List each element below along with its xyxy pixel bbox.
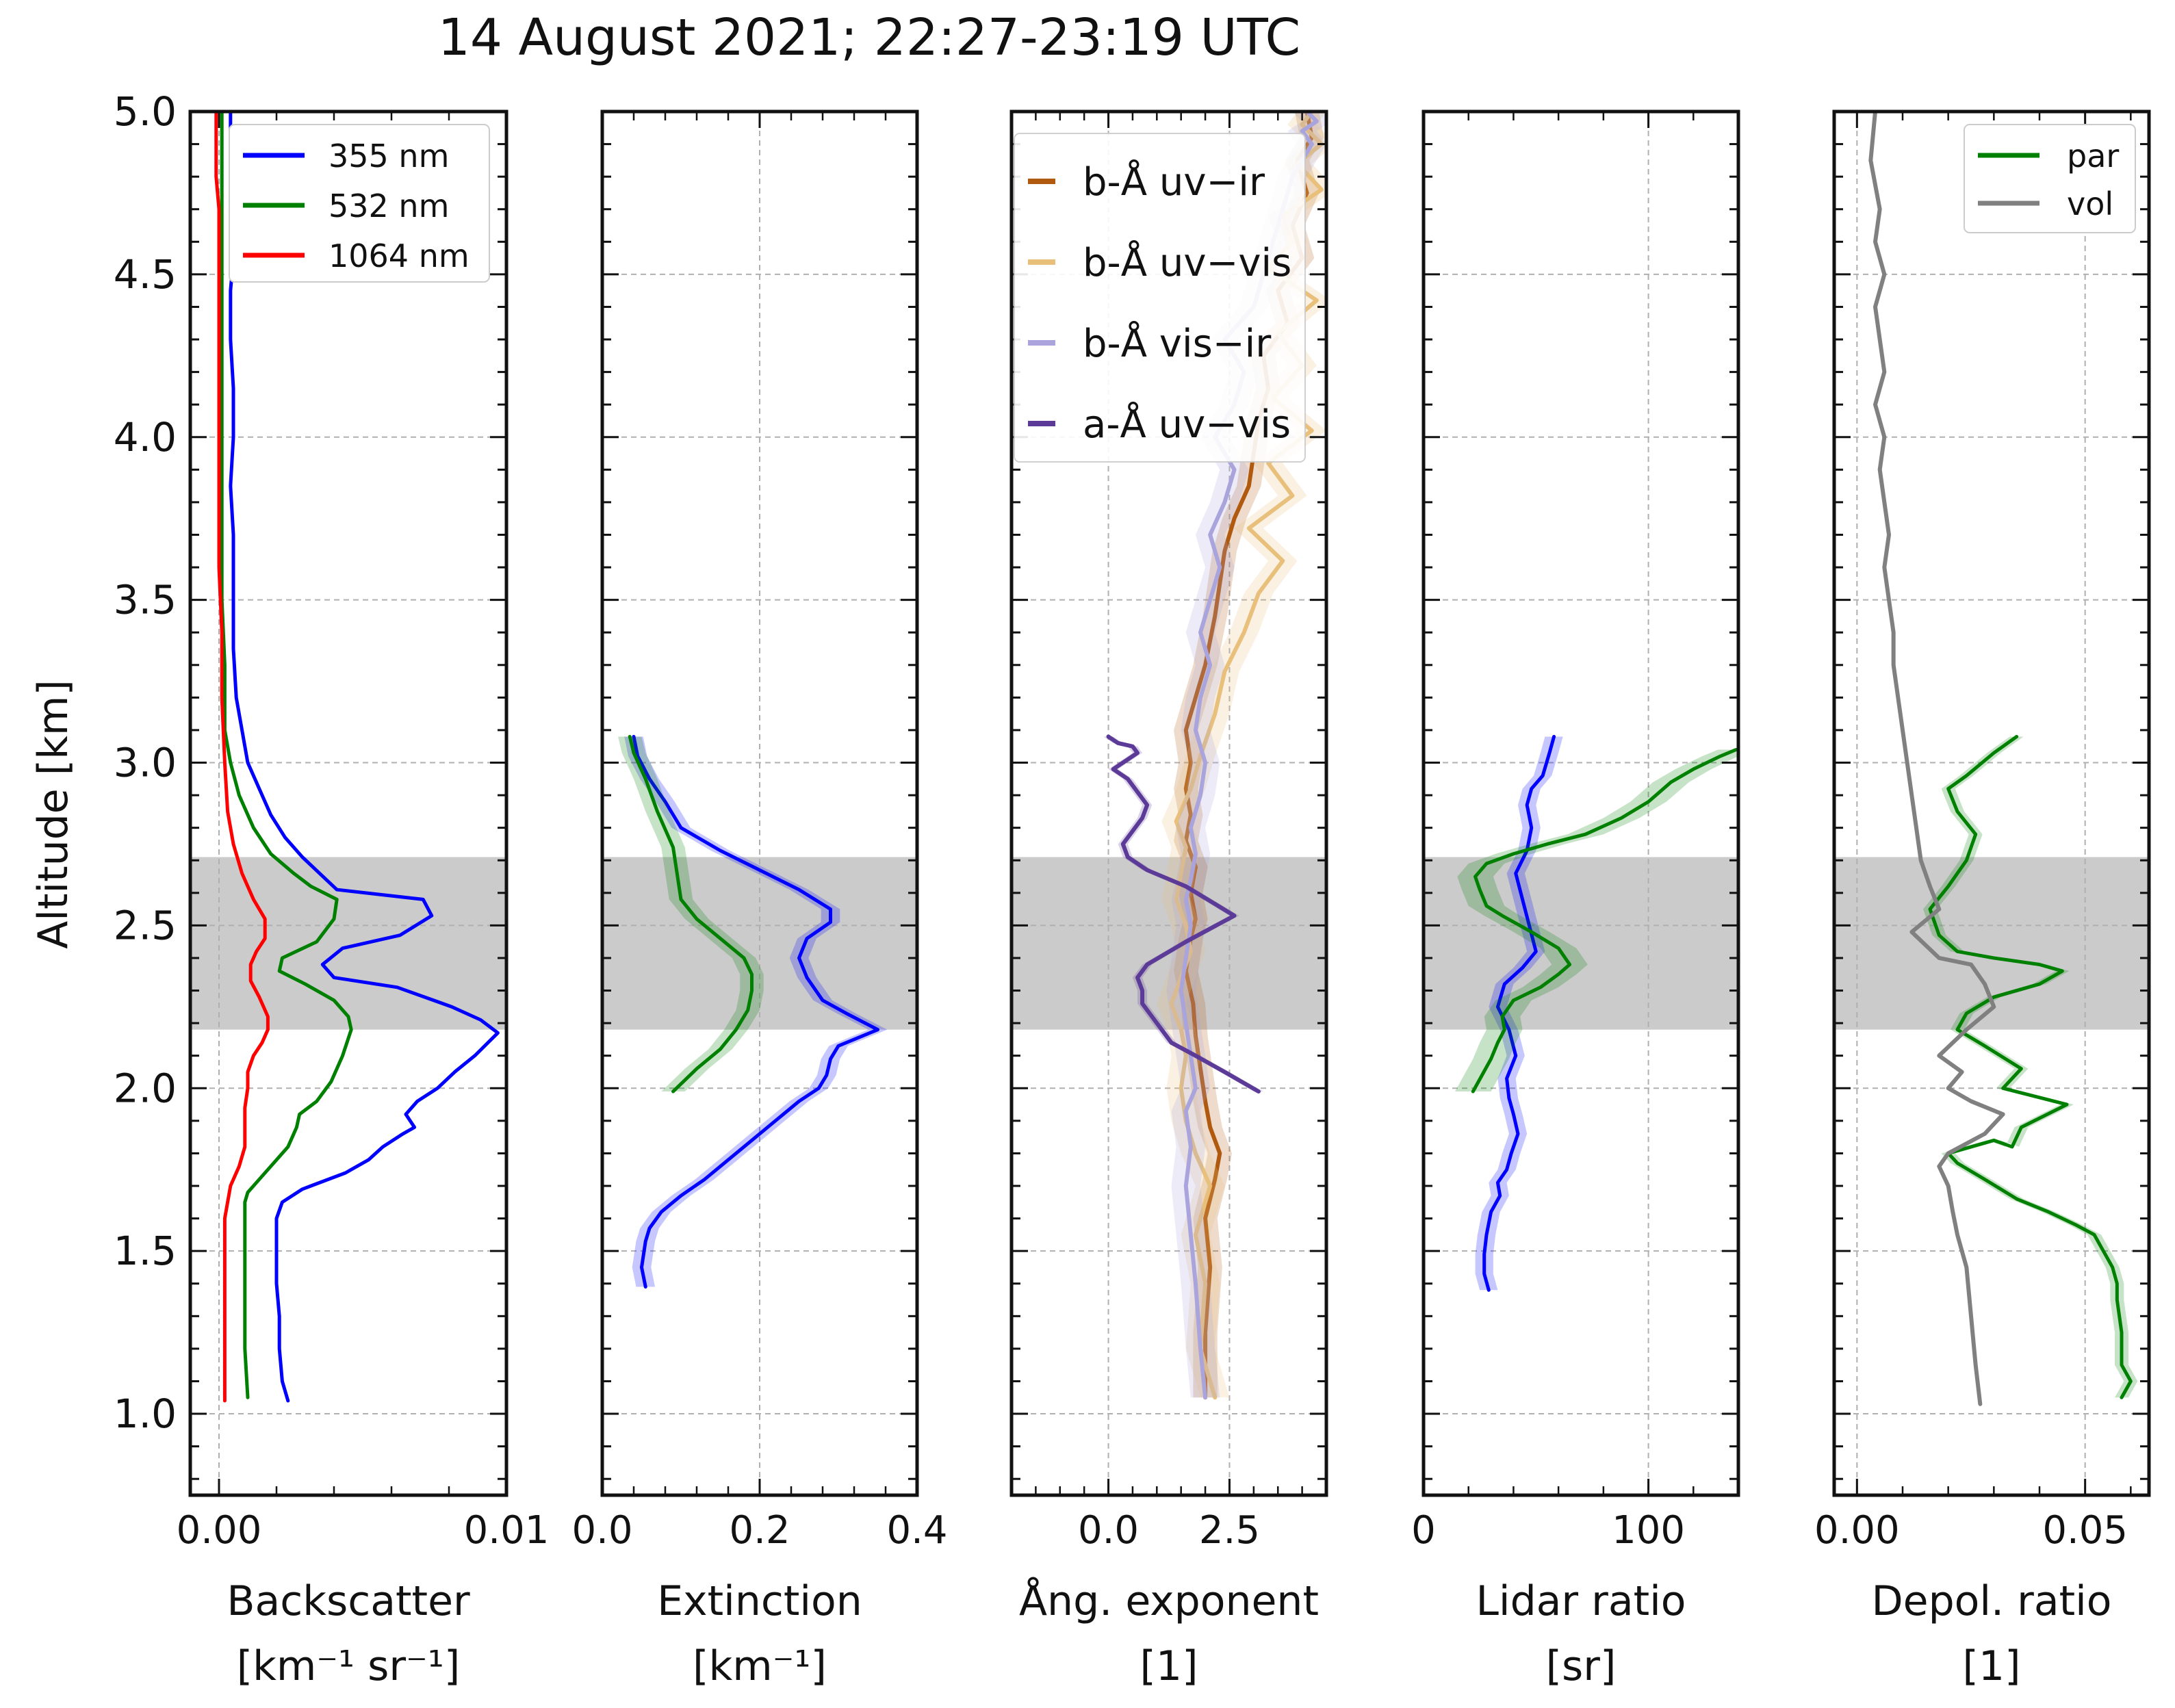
y-tick-label: 4.0: [114, 414, 177, 461]
y-tick-label: 2.0: [114, 1065, 177, 1111]
legend-label: 532 nm: [329, 187, 449, 224]
series-line-0: [1928, 734, 2133, 1399]
figure-title: 14 August 2021; 22:27-23:19 UTC: [438, 8, 1300, 67]
x-tick-label: 0.01: [464, 1508, 550, 1553]
legend-label: 1064 nm: [329, 237, 469, 274]
panel-angstrom: 0.0 2.5 Ång. exponent [1] b-Å uv−ir b-Å uv−vi…: [1009, 109, 1328, 1690]
series-line-1: [1868, 112, 2005, 1406]
series-line-1: [628, 734, 754, 1094]
y-tick-label: 4.5: [114, 251, 177, 298]
series-line-1: [1471, 747, 1738, 1094]
x-tick-label: 0.4: [886, 1508, 947, 1553]
legend-angstrom: b-Å uv−ir b-Å uv−vis b-Å vis−ir a-Å uv−vis: [1014, 133, 1306, 463]
series-group: [1868, 112, 2138, 1406]
x-tick-label: 0.00: [177, 1508, 262, 1553]
legend-label: par: [2067, 138, 2119, 174]
uncertainty-band-0: [1923, 736, 2138, 1398]
legend-label: a-Å uv−vis: [1083, 402, 1291, 447]
shaded-layer-band: [1424, 857, 1738, 1030]
legend-backscatter: 355 nm 532 nm 1064 nm: [229, 124, 490, 283]
panel-depol_ratio: 0.00 0.05 Depol. ratio [1] par vol: [1814, 109, 2151, 1690]
series-line-2: [214, 112, 270, 1403]
uncertainty-band-0: [1174, 112, 1324, 1398]
legend-box: [229, 124, 490, 283]
legend-label: b-Å uv−ir: [1083, 159, 1265, 205]
y-tick-label: 2.5: [114, 902, 177, 948]
x-tick-label: 0.2: [729, 1508, 790, 1553]
legend-label: 355 nm: [329, 138, 449, 174]
y-axis-label: Altitude [km]: [29, 680, 77, 949]
x-axis-unit: [1]: [1963, 1642, 2021, 1690]
y-tick-label: 3.0: [114, 740, 177, 786]
y-tick-label: 5.0: [114, 88, 177, 135]
series-group: [214, 112, 500, 1403]
panel-frame: [188, 109, 509, 1497]
x-tick-label: 0.00: [1814, 1508, 1900, 1553]
legend-label: b-Å vis−ir: [1083, 321, 1272, 366]
panel-frame: [1832, 109, 2151, 1497]
x-axis-unit: [km⁻¹]: [693, 1642, 827, 1690]
y-tick-label: 1.0: [114, 1390, 177, 1437]
series-line-3: [1106, 734, 1261, 1094]
y-tick-label: 3.5: [114, 577, 177, 623]
x-tick-label: 100: [1612, 1508, 1685, 1553]
series-group: [1455, 734, 1738, 1292]
x-axis-label: Extinction: [657, 1577, 862, 1625]
x-tick-label: 0.0: [571, 1508, 632, 1553]
panel-extinction: 0.0 0.2 0.4 Extinction [km⁻¹]: [571, 109, 948, 1690]
legend-box: [1014, 133, 1306, 463]
legend-label: b-Å uv−vis: [1083, 240, 1291, 285]
series-line-0: [1482, 734, 1556, 1292]
uncertainty-band-1: [1157, 112, 1326, 1398]
shaded-layer-band: [190, 857, 506, 1030]
series-group: [618, 734, 888, 1289]
x-tick-label: 0.0: [1078, 1508, 1139, 1553]
y-tick-label: 1.5: [114, 1228, 177, 1274]
x-axis-unit: [1]: [1140, 1642, 1198, 1690]
panel-frame: [1421, 109, 1740, 1497]
uncertainty-band-1: [1455, 749, 1738, 1092]
series-line-1: [220, 112, 353, 1399]
x-tick-label: 0.05: [2042, 1508, 2128, 1553]
panel-frame: [1009, 109, 1328, 1497]
series-line-0: [632, 734, 879, 1289]
legend-label: vol: [2067, 185, 2113, 222]
x-axis-unit: [km⁻¹ sr⁻¹]: [237, 1642, 460, 1690]
x-axis-unit: [sr]: [1546, 1642, 1617, 1690]
uncertainty-band-0: [1475, 736, 1563, 1291]
shaded-layer-band: [602, 857, 917, 1030]
x-axis-label: Lidar ratio: [1476, 1577, 1686, 1625]
x-tick-label: 0: [1411, 1508, 1436, 1553]
x-axis-label: Ång. exponent: [1019, 1577, 1319, 1625]
x-axis-label: Depol. ratio: [1871, 1577, 2111, 1625]
panel-backscatter: 0.00 0.01 1.0 1.5 2.0 2.5 3.0 3.5 4.0 4.5 5.0 Backs…: [114, 88, 550, 1690]
legend-depol_ratio: par vol: [1964, 124, 2136, 233]
panel-lidar_ratio: 0 100 Lidar ratio [sr]: [1411, 109, 1740, 1690]
series-line-0: [229, 112, 500, 1403]
x-tick-label: 2.5: [1199, 1508, 1260, 1553]
shaded-layer-band: [1012, 857, 1326, 1030]
x-axis-label: Backscatter: [227, 1577, 470, 1625]
